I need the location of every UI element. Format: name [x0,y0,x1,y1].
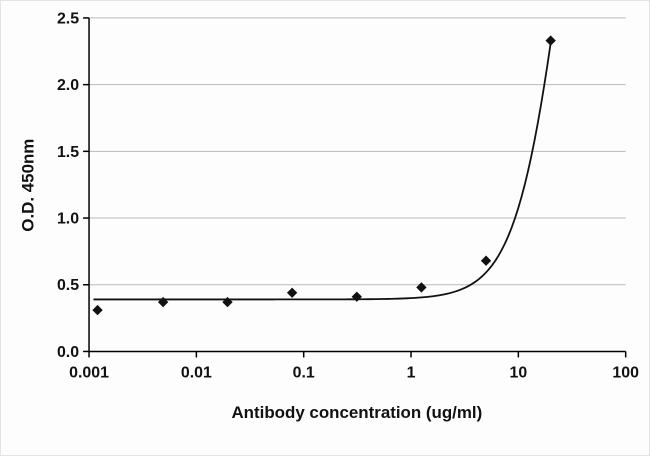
fit-curve [93,43,552,301]
data-point-marker [286,287,298,298]
x-axis-tick-label: 0.001 [69,364,109,381]
y-axis-tick-label: 0.0 [57,344,79,361]
x-axis-title: Antibody concentration (ug/ml) [231,403,482,422]
data-point-marker [351,291,362,302]
y-axis-tick-label: 1.5 [57,144,79,161]
y-axis-tick-label: 2.0 [57,77,79,94]
data-point-marker [545,35,556,46]
y-axis-title: O.D. 450nm [18,139,37,232]
x-axis-tick-label: 0.1 [293,364,315,381]
x-axis-tick-label: 0.01 [181,364,212,381]
data-point-marker [480,255,492,266]
y-axis-tick-label: 2.5 [57,10,79,27]
chart-plot-area: 0.0 0.5 1.0 1.5 2.0 2.5 0.001 0.01 0.1 1 10 100 [57,10,639,381]
data-point-marker [416,282,427,293]
y-axis-tick-label: 1.0 [57,211,79,228]
data-point-marker [157,296,169,308]
data-point-marker [92,304,103,316]
x-axis-tick-label: 1 [407,364,416,381]
y-axis-tick-label: 0.5 [57,277,79,294]
data-point-marker [222,296,233,308]
x-axis-tick-label: 100 [612,364,639,381]
x-axis-tick-label: 10 [509,364,527,381]
